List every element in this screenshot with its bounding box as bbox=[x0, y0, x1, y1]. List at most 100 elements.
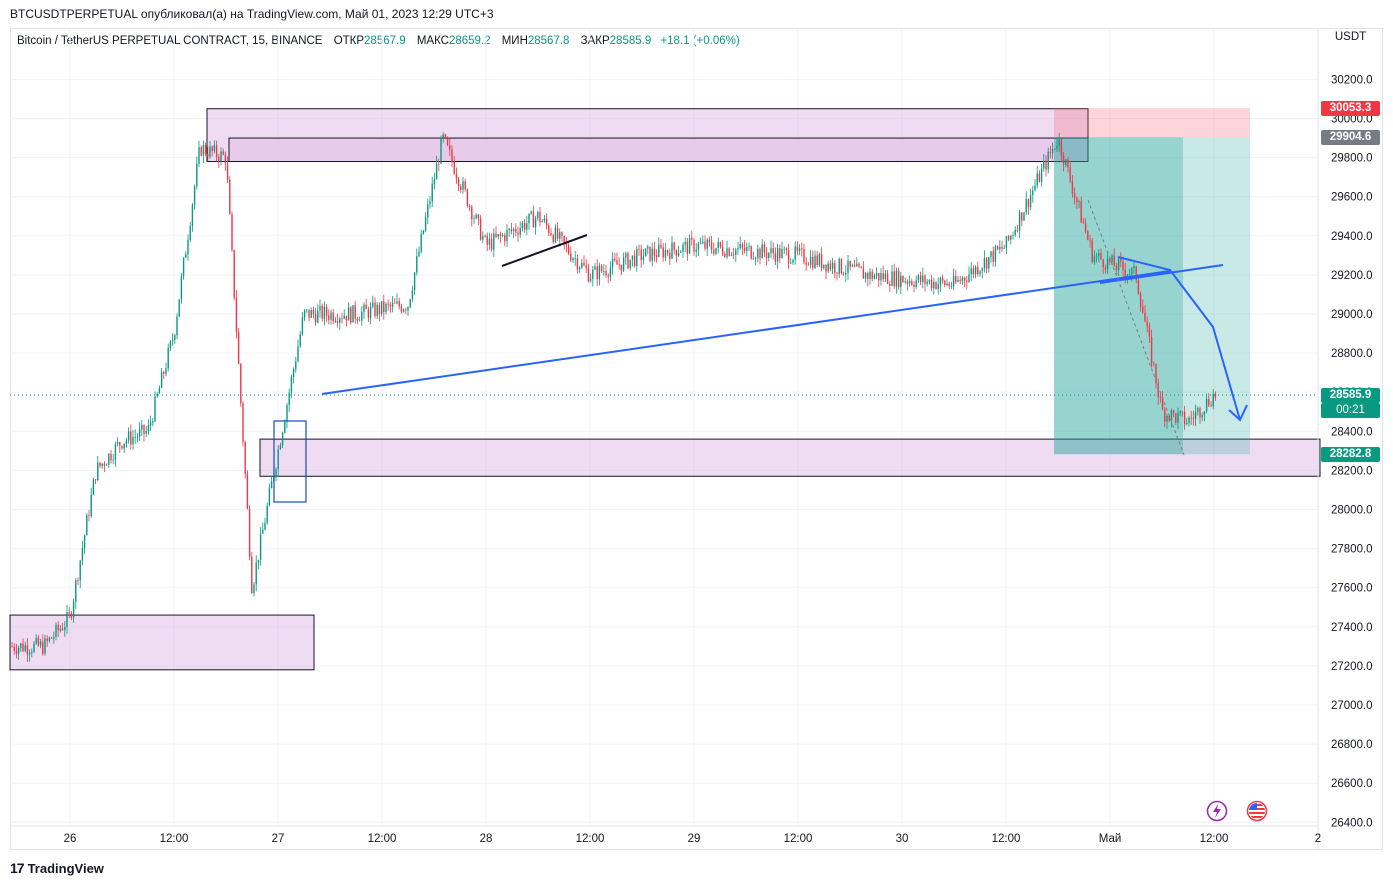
candle-body bbox=[1150, 336, 1153, 364]
candle-body bbox=[858, 263, 860, 267]
candle-body bbox=[1021, 212, 1023, 221]
candle-body bbox=[869, 271, 871, 280]
candle-body bbox=[570, 253, 572, 261]
candle-body bbox=[141, 425, 143, 430]
candle-body bbox=[275, 469, 277, 478]
candle-body bbox=[704, 241, 706, 249]
candle-body bbox=[979, 271, 981, 275]
candle-body bbox=[1115, 266, 1118, 271]
low-label: МИН bbox=[501, 35, 528, 47]
candle-body bbox=[594, 266, 596, 270]
candle-body bbox=[1179, 411, 1181, 413]
y-tick-label: 27000.0 bbox=[1331, 700, 1373, 712]
candle-body bbox=[165, 368, 167, 374]
candle-body bbox=[1054, 148, 1056, 150]
candle-body bbox=[385, 303, 387, 313]
candle-body bbox=[633, 255, 636, 267]
candle-body bbox=[495, 233, 497, 237]
candle-body bbox=[413, 272, 416, 291]
candle-body bbox=[565, 242, 568, 246]
candle-body bbox=[715, 247, 717, 254]
candle-body bbox=[57, 624, 59, 631]
candle-body bbox=[501, 234, 504, 237]
candle-body bbox=[530, 211, 532, 214]
candle-body bbox=[1194, 411, 1197, 419]
candle-body bbox=[739, 244, 741, 249]
y-tick-label: 30000.0 bbox=[1331, 114, 1373, 126]
candle-body bbox=[328, 315, 330, 320]
candle-body bbox=[737, 248, 739, 250]
candle-body bbox=[1214, 393, 1217, 398]
position-stop-area bbox=[1054, 108, 1250, 138]
x-tick-label: 12:00 bbox=[992, 833, 1021, 845]
candle-body bbox=[946, 283, 948, 286]
candle-body bbox=[1153, 363, 1155, 365]
candle-body bbox=[818, 254, 821, 265]
candle-body bbox=[900, 275, 902, 288]
candle-body bbox=[72, 601, 75, 618]
candle-body bbox=[609, 267, 612, 277]
candle-body bbox=[37, 637, 40, 646]
candle-body bbox=[534, 218, 537, 228]
lightning-icon[interactable] bbox=[1206, 800, 1228, 827]
change-value: +18.1 (+0.06%) bbox=[660, 35, 740, 47]
candle-body bbox=[1142, 306, 1144, 313]
candle-body bbox=[974, 266, 977, 275]
candle-body bbox=[400, 306, 403, 312]
candle-body bbox=[768, 252, 770, 258]
x-tick-label: 12:00 bbox=[784, 833, 813, 845]
candle-body bbox=[39, 641, 42, 646]
candle-body bbox=[671, 242, 673, 259]
y-tick-label: 26800.0 bbox=[1331, 739, 1373, 751]
candle-body bbox=[182, 257, 185, 277]
candle-body bbox=[666, 250, 669, 253]
candle-body bbox=[347, 307, 350, 321]
candle-body bbox=[123, 443, 125, 449]
candle-body bbox=[477, 214, 480, 219]
drawings-front bbox=[273, 199, 1248, 503]
candle-body bbox=[207, 153, 209, 157]
candle-body bbox=[53, 636, 55, 639]
candle-body bbox=[163, 372, 165, 374]
candle-body bbox=[1109, 258, 1111, 262]
candle-body bbox=[312, 310, 315, 315]
y-tick-label: 29000.0 bbox=[1331, 309, 1373, 321]
candle-body bbox=[506, 230, 508, 242]
candle-body bbox=[748, 246, 750, 248]
x-tick-label: 12:00 bbox=[1200, 833, 1229, 845]
candle-body bbox=[387, 303, 389, 305]
candle-body bbox=[913, 284, 915, 287]
candle-body bbox=[1018, 212, 1021, 231]
candles bbox=[11, 132, 1217, 662]
candle-body bbox=[631, 255, 634, 260]
candle-body bbox=[1010, 235, 1012, 240]
candle-body bbox=[134, 436, 136, 438]
tradingview-logo-icon: 17 bbox=[10, 860, 25, 876]
candle-body bbox=[1073, 193, 1076, 197]
candle-body bbox=[684, 241, 686, 245]
candle-body bbox=[453, 161, 455, 174]
us-flag-icon[interactable] bbox=[1246, 800, 1268, 827]
candle-body bbox=[94, 479, 97, 481]
candle-body bbox=[840, 258, 843, 274]
open-label: ОТКР bbox=[333, 35, 365, 47]
candle-body bbox=[484, 235, 486, 237]
candle-body bbox=[600, 265, 603, 272]
candle-body bbox=[435, 163, 438, 180]
candle-body bbox=[46, 638, 48, 641]
candle-body bbox=[83, 535, 86, 548]
candle-body bbox=[455, 173, 458, 179]
candle-body bbox=[42, 641, 44, 654]
candle-body bbox=[121, 446, 123, 449]
candle-body bbox=[1122, 261, 1124, 270]
candle-body bbox=[268, 488, 271, 506]
candle-body bbox=[554, 227, 557, 242]
candle-body bbox=[765, 252, 768, 258]
candle-body bbox=[625, 253, 627, 258]
candle-body bbox=[1065, 159, 1067, 165]
symbol-description[interactable]: Bitcoin / TetherUS PERPETUAL CONTRACT, 1… bbox=[17, 35, 323, 47]
candle-body bbox=[691, 237, 693, 240]
footer-brand[interactable]: 17 TradingView bbox=[10, 860, 104, 876]
low-value: 28567.8 bbox=[527, 35, 570, 47]
